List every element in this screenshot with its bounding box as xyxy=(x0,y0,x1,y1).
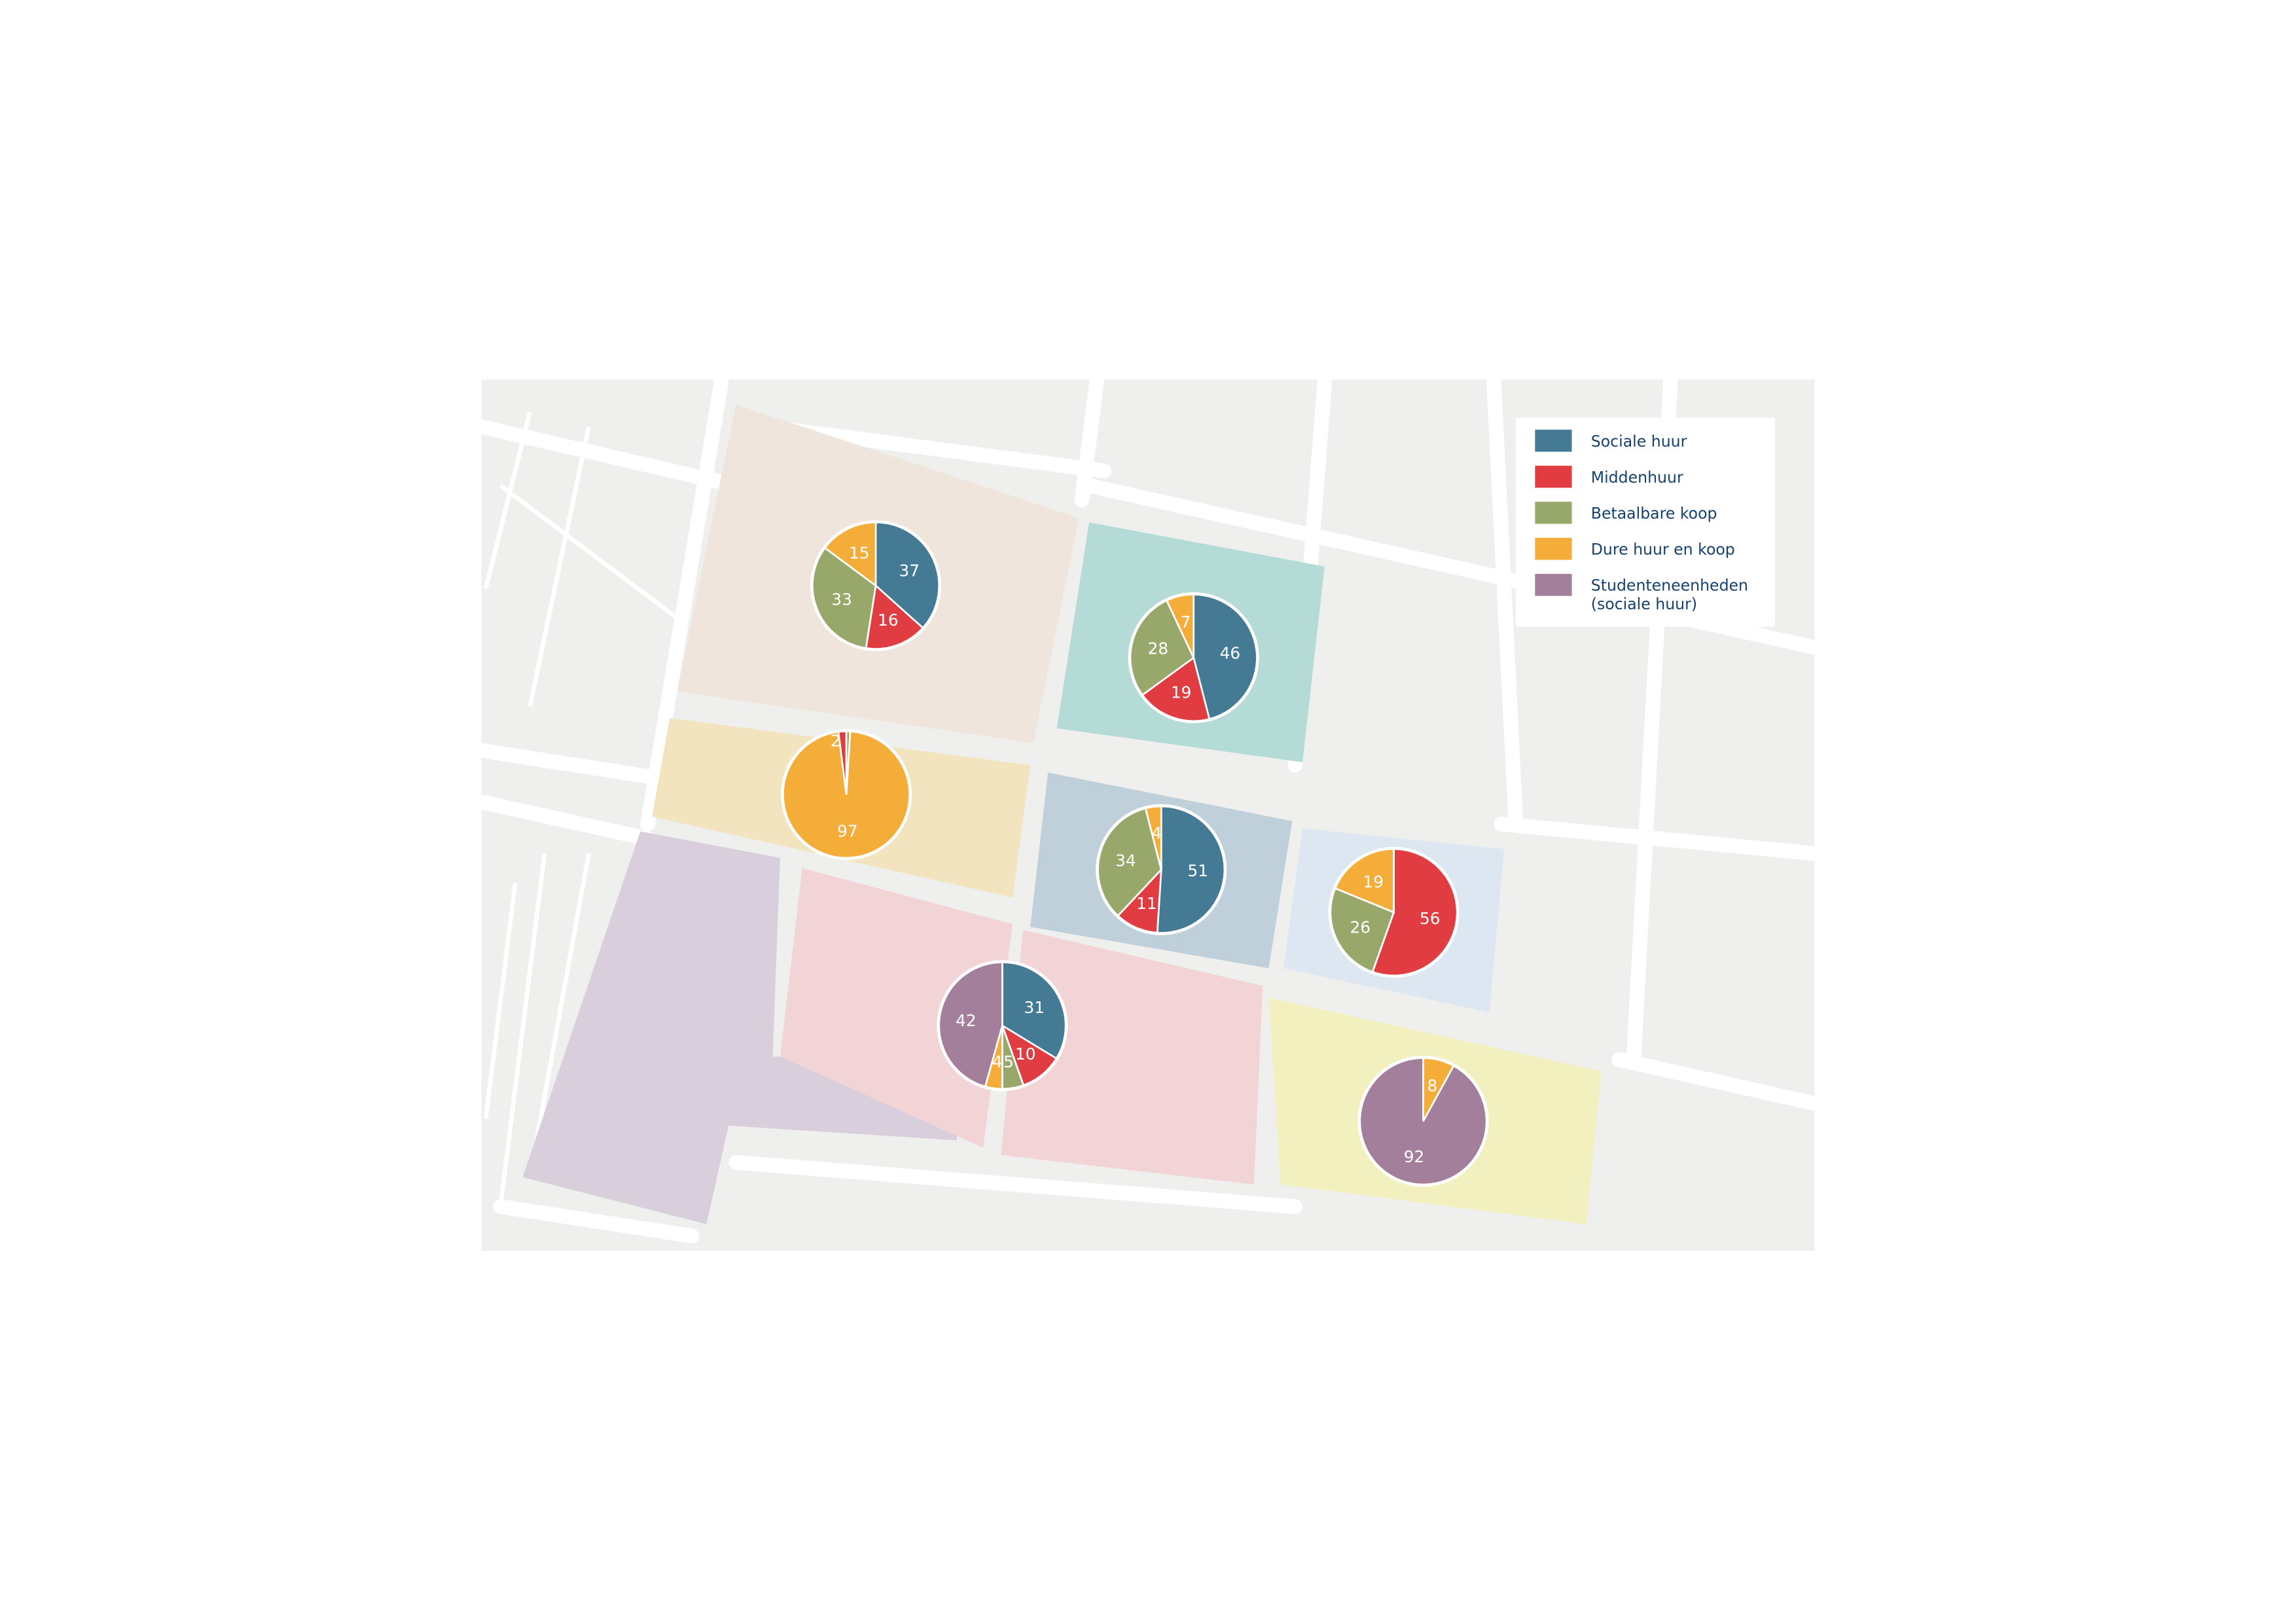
pie-label-duur: 4 xyxy=(1151,824,1162,843)
pie-label-duur: 19 xyxy=(1363,872,1384,891)
pie-slice-duur xyxy=(1334,847,1395,914)
pie-slice-duur xyxy=(1144,805,1162,870)
district-purple xyxy=(522,831,964,1224)
pie-slice-student xyxy=(1359,1057,1488,1186)
pie-label-betaalbaar: 34 xyxy=(1115,851,1136,870)
legend-label-betaalbaar: Betaalbare koop xyxy=(1591,505,1717,523)
legend-label-student: Studenteneenheden xyxy=(1591,577,1748,595)
pie-label-betaalbaar: 28 xyxy=(1148,639,1168,658)
legend-label-midden: Middenhuur xyxy=(1591,468,1683,486)
pie-label-betaalbaar: 33 xyxy=(831,590,852,609)
pie-slice-sociale xyxy=(1156,805,1226,934)
pie-label-duur: 4 xyxy=(992,1052,1003,1071)
pie-slice-duur xyxy=(1165,594,1195,658)
pie-label-betaalbaar: 26 xyxy=(1350,918,1371,936)
legend-swatch-sociale xyxy=(1535,429,1572,452)
pie-label-midden: 10 xyxy=(1015,1044,1035,1063)
pie-slice-midden xyxy=(1141,656,1211,722)
pie-slice-midden xyxy=(865,584,924,650)
legend-swatch-student xyxy=(1535,573,1572,596)
district-pink-west xyxy=(780,868,1013,1148)
pie-label-midden: 11 xyxy=(1136,894,1157,913)
pie-ochre: 1972 xyxy=(781,729,912,861)
pie-label-duur: 97 xyxy=(837,822,857,841)
pie-slice-betaalbaar xyxy=(1329,887,1395,973)
pie-teal: 46 19 28 7 xyxy=(1128,592,1259,724)
pie-label-midden: 2 xyxy=(831,732,841,751)
pie-label-midden: 19 xyxy=(1171,683,1191,702)
pie-label-duur: 8 xyxy=(1427,1076,1438,1095)
pie-slice-duur xyxy=(823,521,877,588)
pie-label-midden: 56 xyxy=(1420,909,1440,928)
pie-slice-betaalbaar xyxy=(812,546,877,649)
legend-swatch-betaalbaar xyxy=(1535,501,1572,524)
legend-swatch-midden xyxy=(1535,465,1572,488)
pie-charts: 3716331546192871972511134456261931105442… xyxy=(781,520,1489,1187)
legend-swatch-duur xyxy=(1535,537,1572,560)
pie-beige: 37 16 33 15 xyxy=(810,520,942,651)
pie-slice-betaalbaar xyxy=(1129,599,1195,696)
pie-slice-sociale xyxy=(1193,594,1258,721)
pie-slice-midden xyxy=(837,730,848,795)
pie-label-sociale: 51 xyxy=(1188,861,1208,880)
pie-label-student: 92 xyxy=(1404,1147,1424,1166)
pie-label-sociale: 37 xyxy=(899,562,920,580)
legend-label-duur: Dure huur en koop xyxy=(1591,541,1735,559)
pie-label-betaalbaar: 5 xyxy=(1003,1052,1014,1071)
pie-slice-midden xyxy=(1371,847,1458,977)
pie-label-sociale: 46 xyxy=(1220,644,1240,663)
pie-slice-betaalbaar xyxy=(1097,807,1162,918)
pie-yellow: 8 92 xyxy=(1357,1056,1489,1187)
legend: Sociale huur Middenhuur Betaalbare koop Dur… xyxy=(1516,418,1775,627)
pie-light-blue: 56 26 19 xyxy=(1328,846,1460,978)
pie-steel-blue: 51 11 34 4 xyxy=(1096,804,1227,935)
pie-label-duur: 15 xyxy=(849,543,869,562)
pie-label-student: 42 xyxy=(956,1011,976,1030)
legend-label-sociale: Sociale huur xyxy=(1591,432,1687,450)
pie-slice-sociale xyxy=(874,521,941,630)
legend-label-student-sub: (sociale huur) xyxy=(1591,595,1697,613)
pie-label-midden: 16 xyxy=(878,611,898,630)
pie-label-duur: 7 xyxy=(1181,613,1191,632)
district-pink-east xyxy=(1001,929,1263,1185)
pie-label-sociale: 31 xyxy=(1024,998,1045,1017)
pie-slice-student xyxy=(938,961,1003,1088)
